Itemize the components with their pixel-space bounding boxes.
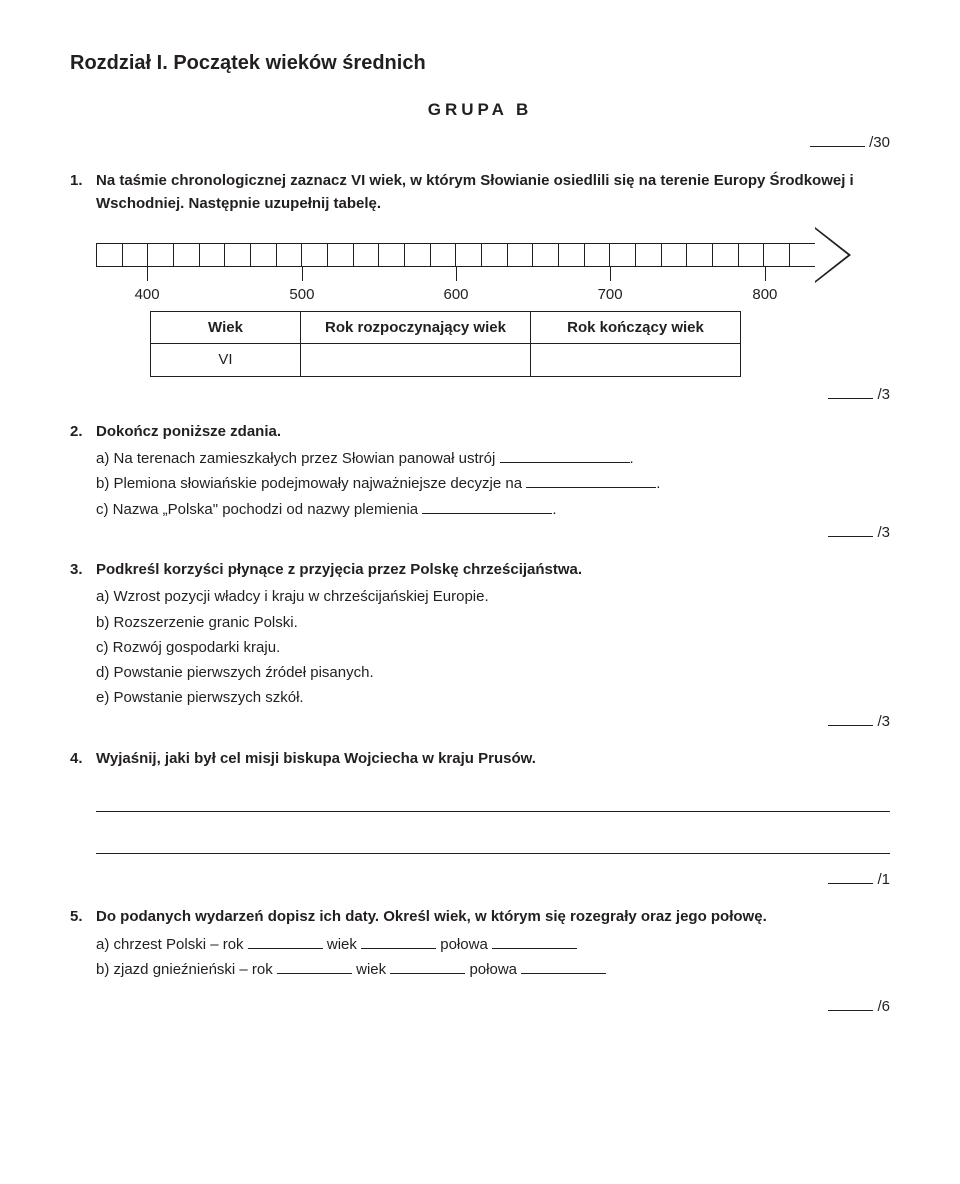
fill-blank[interactable]: [521, 961, 606, 974]
q2-score: /3: [70, 521, 890, 544]
q4-score: /1: [70, 868, 890, 891]
question-2: 2. Dokończ poniższe zdania.: [70, 420, 890, 443]
option-text: połowa: [440, 936, 492, 953]
score-blank[interactable]: [810, 134, 865, 148]
century-table: Wiek Rok rozpoczynający wiek Rok kończąc…: [150, 311, 741, 377]
timeline-tick-label: 800: [752, 283, 777, 306]
question-text: Dokończ poniższe zdania.: [96, 420, 281, 443]
q3-option[interactable]: c) Rozwój gospodarki kraju.: [96, 636, 890, 659]
q3-score: /3: [70, 710, 890, 733]
timeline-bar: [96, 243, 816, 267]
option-text: połowa: [469, 961, 521, 978]
fill-blank[interactable]: [277, 961, 352, 974]
option-text: b) zjazd gnieźnieński – rok: [96, 961, 277, 978]
question-number: 1.: [70, 169, 96, 216]
q2-option-b: b) Plemiona słowiańskie podejmowały najw…: [96, 472, 890, 495]
q3-option[interactable]: e) Powstanie pierwszych szkół.: [96, 686, 890, 709]
answer-line[interactable]: [96, 828, 890, 854]
score-suffix: /3: [877, 713, 890, 730]
score-blank[interactable]: [828, 523, 873, 537]
question-4: 4. Wyjaśnij, jaki był cel misji biskupa …: [70, 747, 890, 770]
q3-option[interactable]: a) Wzrost pozycji władcy i kraju w chrze…: [96, 585, 890, 608]
fill-blank[interactable]: [248, 936, 323, 949]
question-number: 2.: [70, 420, 96, 443]
fill-blank[interactable]: [361, 936, 436, 949]
q3-option[interactable]: b) Rozszerzenie granic Polski.: [96, 611, 890, 634]
chapter-title: Rozdział I. Początek wieków średnich: [70, 48, 890, 79]
question-3: 3. Podkreśl korzyści płynące z przyjęcia…: [70, 558, 890, 581]
question-text: Wyjaśnij, jaki był cel misji biskupa Woj…: [96, 747, 536, 770]
q1-score: /3: [70, 383, 890, 406]
fill-blank[interactable]: [500, 450, 630, 463]
fill-blank[interactable]: [526, 476, 656, 489]
table-header: Rok rozpoczynający wiek: [301, 312, 531, 344]
timeline[interactable]: 400500600700800: [96, 237, 856, 297]
question-number: 4.: [70, 747, 96, 770]
q2-option-c: c) Nazwa „Polska" pochodzi od nazwy plem…: [96, 498, 890, 521]
question-text: Na taśmie chronologicznej zaznacz VI wie…: [96, 169, 890, 216]
score-suffix: /3: [877, 386, 890, 403]
timeline-tick-label: 600: [443, 283, 468, 306]
score-suffix: /1: [877, 871, 890, 888]
question-number: 5.: [70, 905, 96, 928]
q2-option-a: a) Na terenach zamieszkałych przez Słowi…: [96, 447, 890, 470]
table-row: VI: [151, 344, 741, 376]
q5-score: /6: [70, 995, 890, 1018]
score-blank[interactable]: [828, 998, 873, 1012]
table-header-row: Wiek Rok rozpoczynający wiek Rok kończąc…: [151, 312, 741, 344]
question-1: 1. Na taśmie chronologicznej zaznacz VI …: [70, 169, 890, 216]
question-text: Podkreśl korzyści płynące z przyjęcia pr…: [96, 558, 582, 581]
option-text: a) Na terenach zamieszkałych przez Słowi…: [96, 450, 500, 467]
score-suffix: /3: [877, 524, 890, 541]
q5-option-b: b) zjazd gnieźnieński – rok wiek połowa: [96, 958, 890, 981]
question-text: Do podanych wydarzeń dopisz ich daty. Ok…: [96, 905, 767, 928]
table-header: Wiek: [151, 312, 301, 344]
option-text: b) Plemiona słowiańskie podejmowały najw…: [96, 475, 526, 492]
score-suffix: /6: [877, 998, 890, 1015]
option-text: wiek: [356, 961, 390, 978]
group-label: GRUPA B: [70, 97, 890, 123]
question-number: 3.: [70, 558, 96, 581]
score-blank[interactable]: [828, 385, 873, 399]
fill-blank[interactable]: [422, 501, 552, 514]
fill-blank[interactable]: [390, 961, 465, 974]
option-text: wiek: [327, 936, 361, 953]
timeline-arrowhead-fill: [815, 229, 848, 281]
timeline-tick-label: 700: [598, 283, 623, 306]
total-score: /30: [70, 131, 890, 154]
table-header: Rok kończący wiek: [531, 312, 741, 344]
fill-blank[interactable]: [492, 936, 577, 949]
answer-line[interactable]: [96, 786, 890, 812]
table-cell-input[interactable]: [301, 344, 531, 376]
table-cell-input[interactable]: [531, 344, 741, 376]
q3-option[interactable]: d) Powstanie pierwszych źródeł pisanych.: [96, 661, 890, 684]
question-5: 5. Do podanych wydarzeń dopisz ich daty.…: [70, 905, 890, 928]
score-suffix: /30: [869, 134, 890, 151]
q5-option-a: a) chrzest Polski – rok wiek połowa: [96, 933, 890, 956]
option-text: c) Nazwa „Polska" pochodzi od nazwy plem…: [96, 501, 422, 518]
score-blank[interactable]: [828, 871, 873, 885]
timeline-tick-label: 400: [135, 283, 160, 306]
timeline-tick-label: 500: [289, 283, 314, 306]
table-cell: VI: [151, 344, 301, 376]
option-text: a) chrzest Polski – rok: [96, 936, 248, 953]
score-blank[interactable]: [828, 712, 873, 726]
